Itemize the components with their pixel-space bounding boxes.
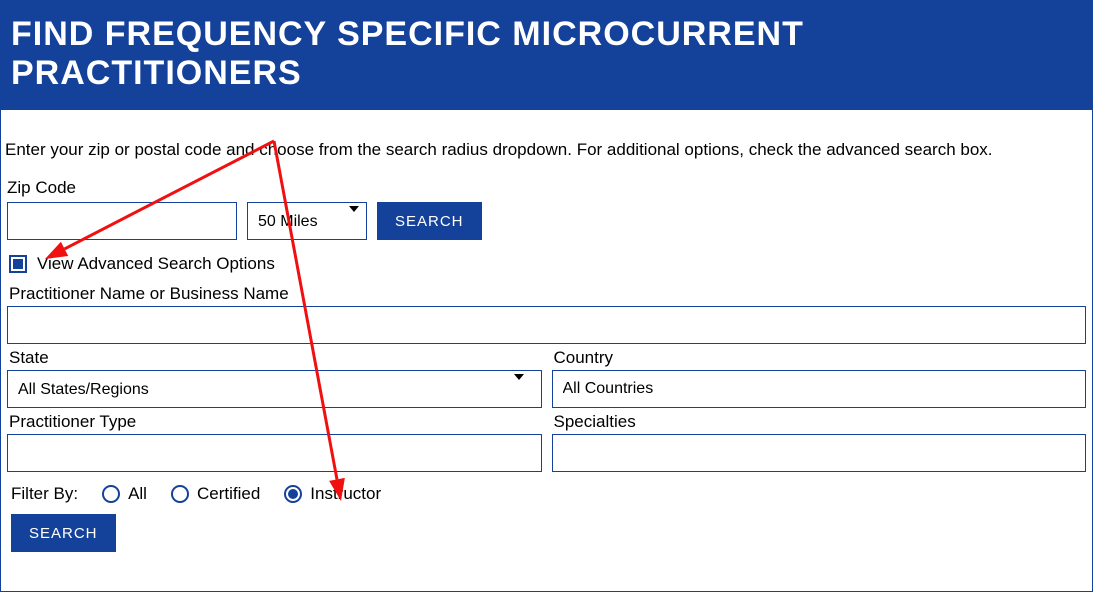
row-practitioner-name: Practitioner Name or Business Name <box>3 280 1090 344</box>
state-label: State <box>9 348 542 368</box>
advanced-search-checkbox[interactable] <box>9 255 27 273</box>
zip-label: Zip Code <box>7 178 237 198</box>
row-state-country: State All States/Regions Country <box>3 344 1090 408</box>
zip-search-row: Zip Code 50 Miles SEARCH <box>3 178 1090 240</box>
name-label: Practitioner Name or Business Name <box>9 284 1086 304</box>
page-title: FIND FREQUENCY SPECIFIC MICROCURRENT PRA… <box>11 15 1082 93</box>
state-cell: State All States/Regions <box>7 344 542 408</box>
filter-radio-instructor-label: Instructor <box>310 484 381 504</box>
zip-input[interactable] <box>7 202 237 240</box>
country-label: Country <box>554 348 1087 368</box>
practitioner-search-page: FIND FREQUENCY SPECIFIC MICROCURRENT PRA… <box>0 0 1093 592</box>
filter-radio-all-label: All <box>128 484 147 504</box>
filter-radio-certified[interactable]: Certified <box>171 484 260 504</box>
specialties-input[interactable] <box>552 434 1087 472</box>
country-input[interactable] <box>552 370 1087 408</box>
practitioner-name-input[interactable] <box>7 306 1086 344</box>
search-button-bottom[interactable]: SEARCH <box>11 514 116 552</box>
page-title-bar: FIND FREQUENCY SPECIFIC MICROCURRENT PRA… <box>1 1 1092 110</box>
radius-select[interactable]: 50 Miles <box>247 202 367 240</box>
radio-icon <box>284 485 302 503</box>
checkbox-checked-icon <box>13 259 23 269</box>
search-button[interactable]: SEARCH <box>377 202 482 240</box>
practitioner-type-label: Practitioner Type <box>9 412 542 432</box>
radio-icon <box>171 485 189 503</box>
country-cell: Country <box>552 344 1087 408</box>
practitioner-type-input[interactable] <box>7 434 542 472</box>
advanced-toggle-label: View Advanced Search Options <box>37 254 275 274</box>
practitioner-type-cell: Practitioner Type <box>7 408 542 472</box>
advanced-toggle-row: View Advanced Search Options <box>9 254 1090 274</box>
intro-text: Enter your zip or postal code and choose… <box>3 140 1090 160</box>
radius-select-wrap: 50 Miles <box>247 202 367 240</box>
zip-field-group: Zip Code <box>7 178 237 240</box>
filter-radio-instructor[interactable]: Instructor <box>284 484 381 504</box>
filter-by-label: Filter By: <box>11 484 78 504</box>
radio-icon <box>102 485 120 503</box>
specialties-cell: Specialties <box>552 408 1087 472</box>
filter-radio-certified-label: Certified <box>197 484 260 504</box>
advanced-section: Practitioner Name or Business Name State… <box>3 280 1090 552</box>
name-cell: Practitioner Name or Business Name <box>7 280 1086 344</box>
filter-by-row: Filter By: All Certified Instructor <box>3 472 1090 510</box>
form-content: Enter your zip or postal code and choose… <box>1 110 1092 558</box>
specialties-label: Specialties <box>554 412 1087 432</box>
filter-radio-all[interactable]: All <box>102 484 147 504</box>
state-select[interactable]: All States/Regions <box>7 370 542 408</box>
row-type-specialties: Practitioner Type Specialties <box>3 408 1090 472</box>
